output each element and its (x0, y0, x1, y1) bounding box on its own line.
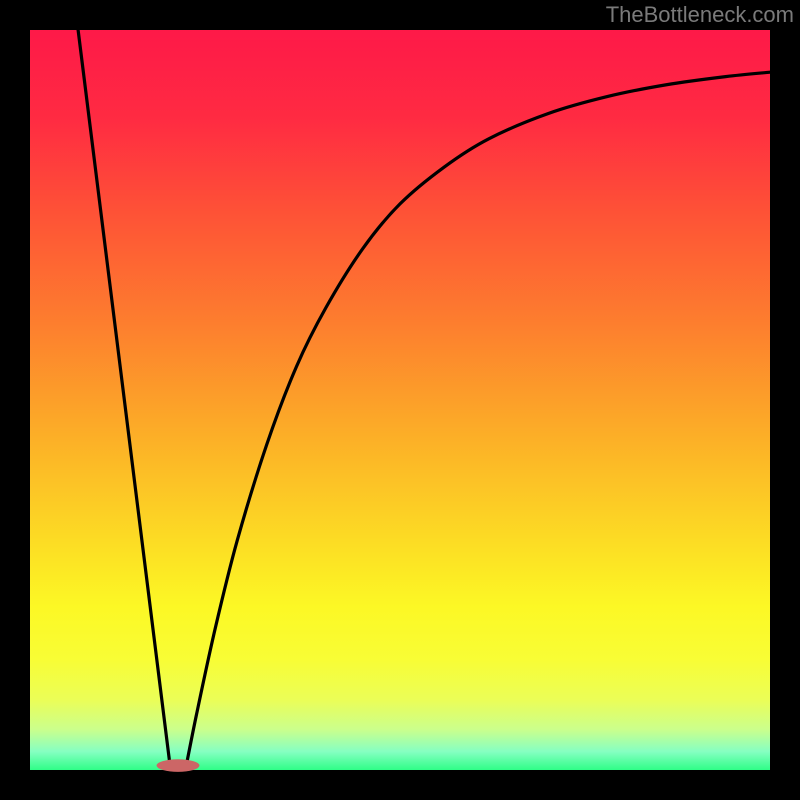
chart-container: TheBottleneck.com (0, 0, 800, 800)
bottleneck-chart (0, 0, 800, 800)
optimal-region-marker (157, 759, 200, 772)
plot-background-gradient (30, 30, 770, 770)
